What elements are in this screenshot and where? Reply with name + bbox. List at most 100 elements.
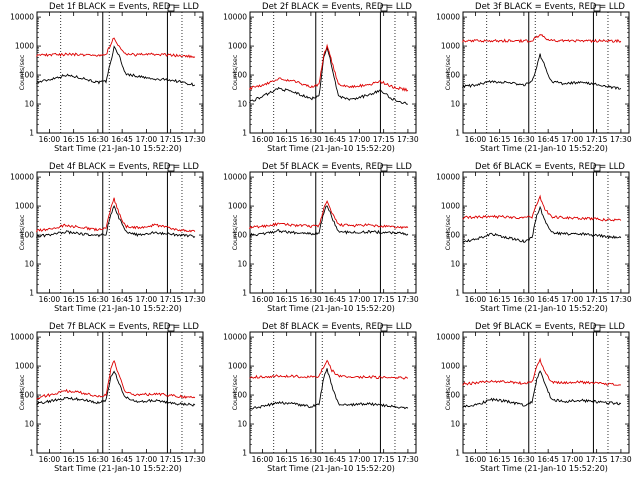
y-tick-label: 100 — [446, 231, 461, 240]
x-tick-label: 16:30 — [513, 455, 535, 464]
y-tick-label: 10000 — [436, 13, 460, 22]
y-axis-label: Counts/sec — [444, 54, 452, 90]
y-axis-label: Counts/sec — [231, 374, 239, 410]
plot-frame — [249, 11, 417, 134]
plot-frame — [249, 171, 417, 294]
series-events-line — [36, 370, 196, 407]
chart-title: Det 6f BLACK = Events, RED = LLD — [475, 162, 625, 172]
x-tick-label: 16:30 — [300, 135, 322, 144]
x-tick-label: 16:00 — [465, 295, 487, 304]
x-axis-label: Start Time (21-Jan-10 15:52:20) — [54, 304, 182, 313]
y-tick-label: 1 — [455, 449, 460, 458]
series-events-line — [249, 205, 409, 237]
x-tick-label: 17:30 — [184, 455, 206, 464]
selection-marker — [167, 4, 175, 12]
x-tick-label: 16:45 — [324, 295, 346, 304]
x-axis-label: Start Time (21-Jan-10 15:52:20) — [267, 144, 395, 153]
plot-frame — [36, 331, 204, 454]
plot-frame — [36, 171, 204, 294]
x-tick-label: 16:15 — [63, 135, 85, 144]
x-tick-label: 17:15 — [586, 455, 608, 464]
chart-panel-det4f: Det 4f BLACK = Events, RED = LLD 1 10 100 10… — [0, 160, 213, 320]
series-events-line — [462, 370, 622, 409]
selection-marker — [167, 164, 175, 172]
selection-marker — [593, 164, 601, 172]
y-tick-label: 10000 — [10, 173, 34, 182]
chart-panel-det7f: Det 7f BLACK = Events, RED = LLD 1 10 100 10… — [0, 320, 213, 480]
y-axis-label: Counts/sec — [18, 54, 26, 90]
y-tick-label: 1000 — [15, 202, 34, 211]
y-tick-label: 1000 — [15, 362, 34, 371]
y-tick-label: 1 — [29, 289, 34, 298]
plot-frame — [462, 331, 630, 454]
y-tick-label: 100 — [233, 231, 248, 240]
x-tick-label: 17:15 — [373, 455, 395, 464]
chart-svg: Det 4f BLACK = Events, RED = LLD 1 10 100 10… — [10, 162, 206, 313]
selection-marker — [593, 324, 601, 332]
x-axis-label: Start Time (21-Jan-10 15:52:20) — [267, 464, 395, 473]
x-tick-label: 16:45 — [324, 135, 346, 144]
y-tick-label: 10000 — [223, 13, 247, 22]
chart-svg: Det 6f BLACK = Events, RED = LLD 1 10 100 10… — [436, 162, 632, 313]
chart-svg: Det 8f BLACK = Events, RED = LLD 1 10 100 10… — [223, 322, 419, 473]
x-tick-label: 16:30 — [300, 295, 322, 304]
x-tick-label: 17:00 — [136, 135, 158, 144]
chart-title: Det 9f BLACK = Events, RED = LLD — [475, 322, 625, 332]
series-lld-line — [36, 197, 196, 233]
x-tick-label: 17:15 — [160, 455, 182, 464]
x-tick-label: 16:15 — [276, 135, 298, 144]
y-tick-label: 100 — [446, 71, 461, 80]
y-axis-label: Counts/sec — [18, 374, 26, 410]
x-tick-label: 17:15 — [373, 135, 395, 144]
y-axis-label: Counts/sec — [444, 214, 452, 250]
x-axis-label: Start Time (21-Jan-10 15:52:20) — [480, 144, 608, 153]
selection-marker — [380, 164, 388, 172]
x-tick-label: 16:00 — [252, 295, 274, 304]
x-tick-label: 16:45 — [111, 295, 133, 304]
y-tick-label: 10 — [24, 420, 34, 429]
y-tick-label: 1 — [242, 289, 247, 298]
x-tick-label: 17:00 — [349, 135, 371, 144]
x-tick-label: 17:00 — [562, 135, 584, 144]
y-axis-label: Counts/sec — [18, 214, 26, 250]
y-tick-label: 10000 — [436, 333, 460, 342]
y-tick-label: 10 — [24, 260, 34, 269]
series-lld-line — [249, 43, 409, 92]
y-tick-label: 1 — [242, 129, 247, 138]
y-tick-label: 1 — [242, 449, 247, 458]
x-axis-label: Start Time (21-Jan-10 15:52:20) — [54, 144, 182, 153]
chart-panel-det1f: Det 1f BLACK = Events, RED = LLD 1 10 100 10… — [0, 0, 213, 160]
chart-panel-det3f: Det 3f BLACK = Events, RED = LLD 1 10 100 10… — [426, 0, 639, 160]
chart-svg: Det 3f BLACK = Events, RED = LLD 1 10 100 10… — [436, 2, 632, 153]
y-tick-label: 10000 — [223, 173, 247, 182]
y-tick-label: 10 — [450, 420, 460, 429]
x-tick-label: 17:15 — [586, 295, 608, 304]
x-tick-label: 17:00 — [349, 455, 371, 464]
x-tick-label: 17:00 — [349, 295, 371, 304]
x-tick-label: 17:00 — [562, 295, 584, 304]
chart-title: Det 3f BLACK = Events, RED = LLD — [475, 2, 625, 12]
selection-marker — [167, 324, 175, 332]
y-tick-label: 1 — [29, 449, 34, 458]
series-lld-line — [36, 359, 196, 400]
x-tick-label: 16:00 — [252, 455, 274, 464]
chart-panel-det6f: Det 6f BLACK = Events, RED = LLD 1 10 100 10… — [426, 160, 639, 320]
x-tick-label: 16:30 — [513, 135, 535, 144]
series-events-line — [36, 45, 196, 87]
x-tick-label: 16:30 — [300, 455, 322, 464]
x-tick-label: 16:15 — [489, 455, 511, 464]
x-tick-label: 16:30 — [87, 135, 109, 144]
x-tick-label: 17:30 — [397, 295, 419, 304]
x-tick-label: 16:45 — [111, 455, 133, 464]
y-tick-label: 1000 — [441, 202, 460, 211]
series-events-line — [249, 368, 409, 410]
chart-svg: Det 5f BLACK = Events, RED = LLD 1 10 100 10… — [223, 162, 419, 313]
plot-frame — [462, 11, 630, 134]
chart-panel-det5f: Det 5f BLACK = Events, RED = LLD 1 10 100 10… — [213, 160, 426, 320]
x-tick-label: 16:00 — [465, 135, 487, 144]
x-tick-label: 17:30 — [184, 295, 206, 304]
y-tick-label: 100 — [20, 231, 35, 240]
y-tick-label: 10 — [237, 260, 247, 269]
y-tick-label: 10 — [450, 100, 460, 109]
